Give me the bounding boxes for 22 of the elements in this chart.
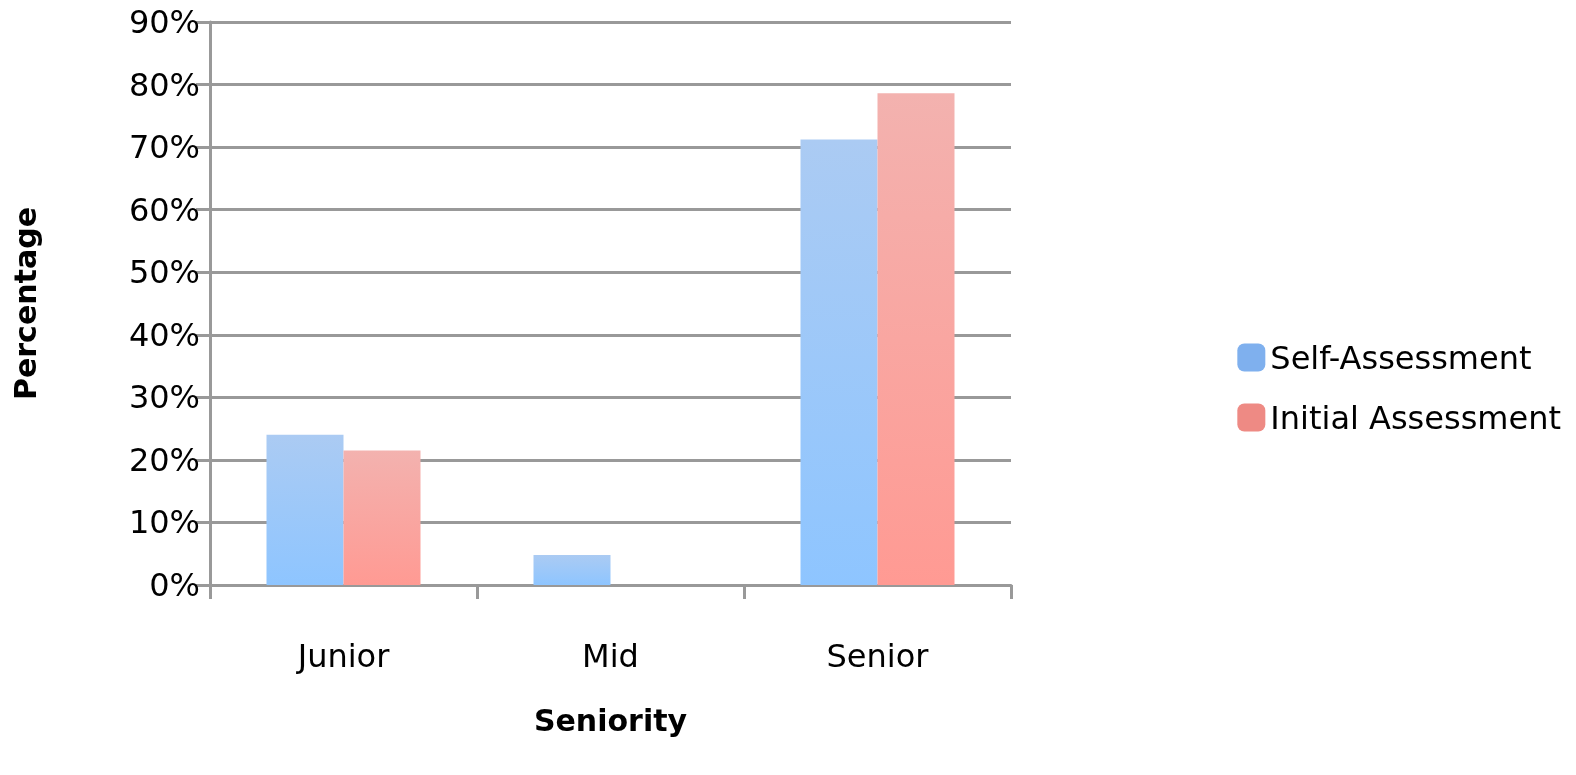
x-tick-label: Junior (295, 637, 391, 675)
bar (343, 450, 421, 585)
x-axis-title: Seniority (533, 702, 688, 738)
y-axis-title: Percentage (7, 206, 43, 401)
bar (266, 434, 344, 585)
bar (800, 139, 878, 585)
bar (533, 554, 611, 585)
x-tick-label: Mid (582, 637, 639, 675)
y-tick-label: 30% (128, 378, 200, 417)
y-tick-label: 70% (128, 128, 200, 167)
y-tick-label: 0% (149, 566, 200, 604)
y-tick-label: 90% (128, 3, 200, 41)
y-tick-label: 50% (128, 253, 200, 292)
x-tick-label: Senior (826, 637, 930, 675)
legend-label: Self-Assessment (1270, 338, 1532, 377)
y-tick-label: 20% (128, 440, 200, 479)
y-tick-label: 40% (128, 315, 200, 354)
y-tick-label: 10% (128, 503, 200, 542)
bar (877, 93, 955, 585)
legend-label: Initial Assessment (1270, 398, 1561, 437)
y-tick-label: 60% (128, 190, 200, 229)
y-tick-label: 80% (128, 65, 200, 104)
